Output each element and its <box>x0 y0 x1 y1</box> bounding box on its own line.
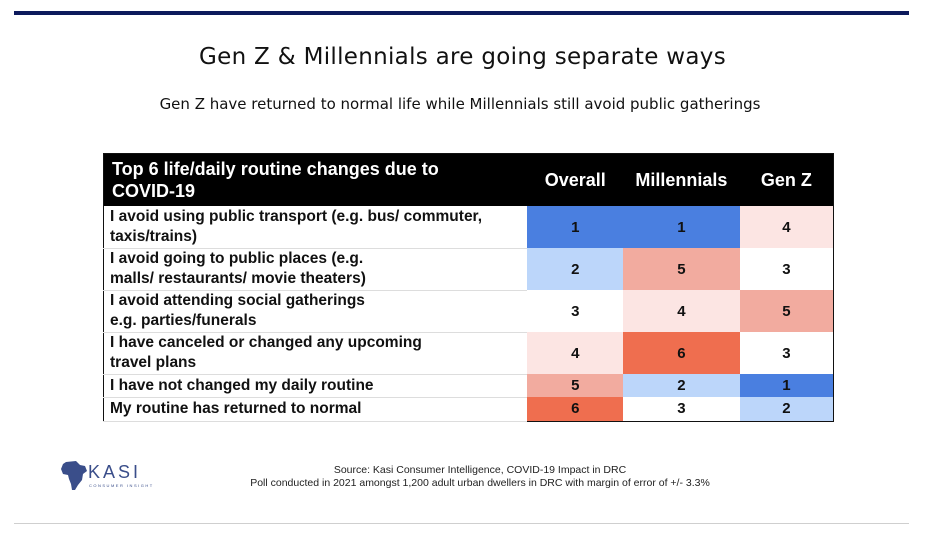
table-row: I avoid going to public places (e.g. mall… <box>103 248 834 291</box>
rank-cell-millennials: 1 <box>623 206 740 248</box>
rank-cell-overall: 3 <box>527 290 624 332</box>
logo-tagline: CONSUMER INSIGHT <box>89 483 154 488</box>
header-label-line1: Top 6 life/daily routine changes due to <box>112 159 439 179</box>
rank-cell-overall: 5 <box>527 374 624 397</box>
rank-cell-millennials: 2 <box>623 374 740 397</box>
row-label-line1: I avoid using public transport (e.g. bus… <box>110 207 483 225</box>
rank-cell-genz: 2 <box>739 397 834 421</box>
row-label-line1: I avoid attending social gatherings <box>110 292 365 309</box>
row-label-line2: e.g. parties/funerals <box>110 312 257 329</box>
kasi-logo: KASI CONSUMER INSIGHT <box>60 460 180 492</box>
rank-cell-millennials: 5 <box>623 248 740 290</box>
header-label: Top 6 life/daily routine changes due to … <box>103 153 528 206</box>
row-label: I have not changed my daily routine <box>103 374 528 398</box>
table-row: My routine has returned to normal 6 3 2 <box>103 397 834 422</box>
row-label-line1: I avoid going to public places (e.g. <box>110 250 364 267</box>
top-divider <box>14 11 909 15</box>
row-label: I have canceled or changed any upcoming t… <box>103 332 528 375</box>
rank-cell-overall: 1 <box>527 206 624 248</box>
rank-cell-overall: 2 <box>527 248 624 290</box>
rank-cell-overall: 4 <box>527 332 624 374</box>
row-label-line2: travel plans <box>110 354 197 371</box>
header-genz: Gen Z <box>739 153 834 206</box>
rank-cell-genz: 1 <box>739 374 834 397</box>
row-label-line2: taxis/trains) <box>110 227 198 245</box>
africa-map-icon <box>61 461 87 490</box>
page-subtitle: Gen Z have returned to normal life while… <box>159 95 761 113</box>
row-label-line1: My routine has returned to normal <box>110 400 362 417</box>
row-label-line2: malls/ restaurants/ movie theaters) <box>110 270 366 287</box>
rank-cell-overall: 6 <box>527 397 624 421</box>
row-label: I avoid attending social gatherings e.g. … <box>103 290 528 333</box>
page-title: Gen Z & Millennials are going separate w… <box>199 44 726 70</box>
footer-notes: Source: Kasi Consumer Intelligence, COVI… <box>200 464 760 490</box>
table-row: I have not changed my daily routine 5 2 1 <box>103 374 834 398</box>
header-millennials: Millennials <box>623 153 740 206</box>
row-label: My routine has returned to normal <box>103 397 528 422</box>
header-label-line2: COVID-19 <box>112 181 196 201</box>
row-label: I avoid going to public places (e.g. mall… <box>103 248 528 291</box>
table-body: I avoid using public transport (e.g. bus… <box>103 206 834 422</box>
rank-cell-genz: 3 <box>739 248 834 290</box>
rank-cell-genz: 4 <box>739 206 834 248</box>
rank-cell-millennials: 3 <box>623 397 740 421</box>
row-label-line1: I have not changed my daily routine <box>110 376 374 394</box>
table-row: I avoid attending social gatherings e.g. … <box>103 290 834 333</box>
row-label-line1: I have canceled or changed any upcoming <box>110 334 422 351</box>
footer-source: Source: Kasi Consumer Intelligence, COVI… <box>333 464 627 476</box>
logo-text: KASI <box>88 462 142 482</box>
rank-cell-genz: 5 <box>739 290 834 332</box>
rank-cell-millennials: 4 <box>623 290 740 332</box>
rank-cell-genz: 3 <box>739 332 834 374</box>
table-row: I have canceled or changed any upcoming t… <box>103 332 834 375</box>
rank-cell-millennials: 6 <box>623 332 740 374</box>
bottom-divider <box>14 523 909 524</box>
table-header-row: Top 6 life/daily routine changes due to … <box>103 153 834 206</box>
ranking-table: Top 6 life/daily routine changes due to … <box>103 153 834 422</box>
table-row: I avoid using public transport (e.g. bus… <box>103 206 834 249</box>
footer-poll: Poll conducted in 2021 amongst 1,200 adu… <box>250 477 710 489</box>
row-label: I avoid using public transport (e.g. bus… <box>103 206 528 249</box>
header-overall: Overall <box>527 153 624 206</box>
